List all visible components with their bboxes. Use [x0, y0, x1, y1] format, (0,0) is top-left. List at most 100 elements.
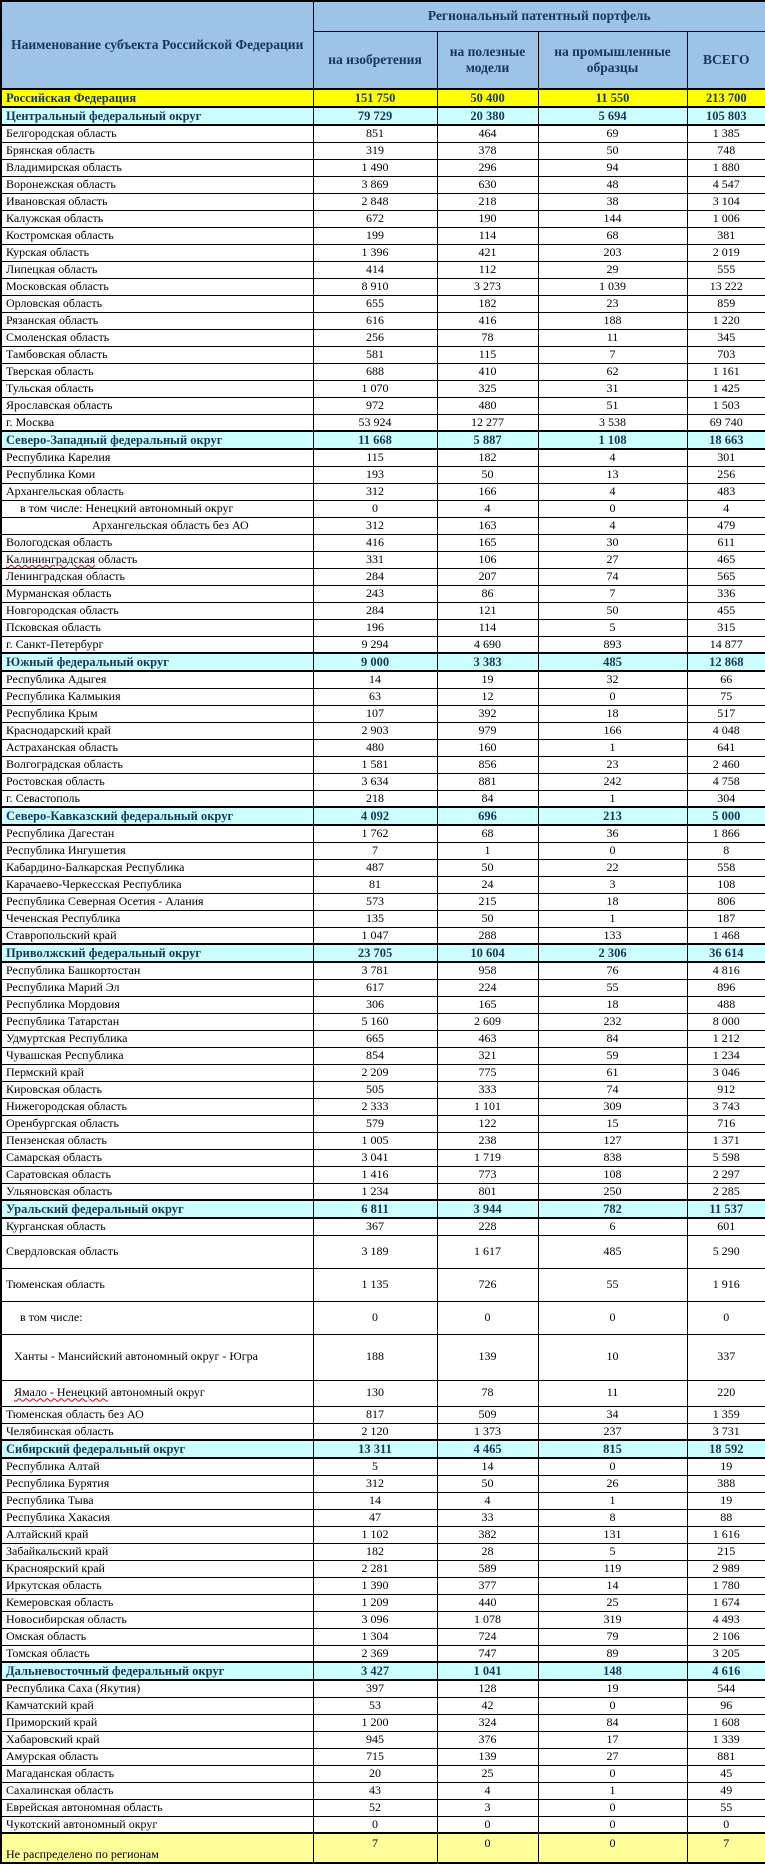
value-cell-industrial-designs: 0 — [537, 1696, 688, 1715]
value-cell-inventions: 0 — [312, 499, 438, 518]
value-cell-total: 36 614 — [686, 943, 765, 963]
value-cell-utility-models: 979 — [436, 721, 539, 740]
value-cell-industrial-designs: 213 — [537, 806, 688, 826]
value-cell-industrial-designs: 55 — [537, 978, 688, 997]
value-cell-industrial-designs: 74 — [537, 1080, 688, 1099]
region-name-cell: Хабаровский край — [0, 1730, 314, 1749]
region-name-cell: Костромская область — [0, 226, 314, 245]
value-cell-utility-models: 50 — [436, 858, 539, 877]
value-cell-inventions: 3 096 — [312, 1610, 438, 1629]
value-cell-utility-models: 106 — [436, 550, 539, 569]
region-name-cell: Чукотский автономный округ — [0, 1815, 314, 1834]
value-cell-industrial-designs: 10 — [537, 1333, 688, 1381]
value-cell-utility-models: 421 — [436, 243, 539, 262]
region-name-cell: Кемеровская область — [0, 1593, 314, 1612]
value-cell-industrial-designs: 131 — [537, 1525, 688, 1544]
value-cell-utility-models: 207 — [436, 567, 539, 586]
value-cell-inventions: 1 047 — [312, 926, 438, 945]
value-cell-industrial-designs: 68 — [537, 226, 688, 245]
value-cell-total: 483 — [686, 482, 765, 501]
value-cell-total: 13 222 — [686, 277, 765, 296]
value-cell-utility-models: 10 604 — [436, 943, 539, 963]
value-cell-total: 4 048 — [686, 721, 765, 740]
value-cell-total: 301 — [686, 448, 765, 467]
value-cell-total: 336 — [686, 584, 765, 603]
value-cell-industrial-designs: 17 — [537, 1730, 688, 1749]
table-row: Республика Марий Эл 617 224 55 896 — [0, 978, 765, 997]
region-name-cell: Воронежская область — [0, 175, 314, 194]
region-name-cell: Московская область — [0, 277, 314, 296]
spellcheck-underline: Ямало - Ненецкий — [14, 1385, 108, 1400]
value-cell-utility-models: 121 — [436, 601, 539, 620]
region-name-cell: Республика Адыгея — [0, 670, 314, 689]
value-cell-inventions: 672 — [312, 209, 438, 228]
table-row: Красноярский край 2 281 589 119 2 989 — [0, 1559, 765, 1578]
table-header: Наименование субъекта Российской Федерац… — [0, 0, 765, 90]
region-name-cell: Ханты - Мансийский автономный округ - Юг… — [0, 1333, 314, 1381]
spellcheck-underline: Калининградская — [6, 551, 96, 566]
value-cell-inventions: 1 102 — [312, 1525, 438, 1544]
table-row: Российская Федерация 151 750 50 400 11 5… — [0, 88, 765, 108]
value-cell-utility-models: 775 — [436, 1063, 539, 1082]
region-name-cell: Ярославская область — [0, 396, 314, 415]
region-name-cell: Северо-Кавказский федеральный округ — [0, 806, 314, 826]
value-cell-total: 5 598 — [686, 1148, 765, 1167]
region-name-cell: Псковская область — [0, 618, 314, 637]
value-cell-industrial-designs: 19 — [537, 1679, 688, 1698]
value-cell-inventions: 79 729 — [312, 106, 438, 126]
value-cell-utility-models: 0 — [436, 1300, 539, 1335]
value-cell-total: 12 868 — [686, 652, 765, 672]
region-name-cell: Вологодская область — [0, 533, 314, 552]
value-cell-industrial-designs: 203 — [537, 243, 688, 262]
value-cell-utility-models: 238 — [436, 1131, 539, 1150]
value-cell-industrial-designs: 7 — [537, 345, 688, 364]
region-name-cell: Самарская область — [0, 1148, 314, 1167]
region-name-cell: Дальневосточный федеральный округ — [0, 1661, 314, 1681]
value-cell-utility-models: 114 — [436, 226, 539, 245]
value-cell-industrial-designs: 55 — [537, 1267, 688, 1302]
table-row: Смоленская область 256 78 11 345 — [0, 328, 765, 347]
region-name-cell: Смоленская область — [0, 328, 314, 347]
value-cell-utility-models: 377 — [436, 1576, 539, 1595]
value-cell-industrial-designs: 62 — [537, 362, 688, 381]
table-row: Центральный федеральный округ 79 729 20 … — [0, 106, 765, 126]
value-cell-inventions: 1 490 — [312, 158, 438, 177]
region-name-cell: Ростовская область — [0, 772, 314, 791]
value-cell-inventions: 715 — [312, 1747, 438, 1766]
value-cell-industrial-designs: 69 — [537, 124, 688, 143]
region-name-cell: Калужская область — [0, 209, 314, 228]
value-cell-industrial-designs: 0 — [537, 687, 688, 706]
table-row: Тамбовская область 581 115 7 703 — [0, 345, 765, 364]
value-cell-industrial-designs: 18 — [537, 995, 688, 1014]
value-cell-total: 3 731 — [686, 1422, 765, 1441]
value-cell-utility-models: 3 383 — [436, 652, 539, 672]
value-cell-utility-models: 463 — [436, 1029, 539, 1048]
value-cell-total: 1 866 — [686, 824, 765, 843]
table-row: Пензенская область 1 005 238 127 1 371 — [0, 1131, 765, 1150]
value-cell-inventions: 5 — [312, 1457, 438, 1476]
region-name-cell: Южный федеральный округ — [0, 652, 314, 672]
value-cell-total: 4 493 — [686, 1610, 765, 1629]
value-cell-industrial-designs: 1 — [537, 789, 688, 808]
value-cell-utility-models: 182 — [436, 294, 539, 313]
value-cell-total: 4 758 — [686, 772, 765, 791]
value-cell-industrial-designs: 144 — [537, 209, 688, 228]
value-cell-inventions: 319 — [312, 141, 438, 160]
value-cell-inventions: 14 — [312, 1491, 438, 1510]
value-cell-inventions: 579 — [312, 1114, 438, 1133]
region-name-cell: Сибирский федеральный округ — [0, 1439, 314, 1459]
value-cell-inventions: 7 — [312, 841, 438, 860]
value-cell-total: 1 371 — [686, 1131, 765, 1150]
table-row: Ивановская область 2 848 218 38 3 104 — [0, 192, 765, 211]
region-name-cell: в том числе: — [0, 1300, 314, 1335]
table-row: Орловская область 655 182 23 859 — [0, 294, 765, 313]
value-cell-utility-models: 12 — [436, 687, 539, 706]
table-row: Оренбургская область 579 122 15 716 — [0, 1114, 765, 1133]
region-name-cell: Республика Дагестан — [0, 824, 314, 843]
value-cell-utility-models: 1 719 — [436, 1148, 539, 1167]
value-cell-total: 1 006 — [686, 209, 765, 228]
value-cell-utility-models: 288 — [436, 926, 539, 945]
region-name-cell: Курганская область — [0, 1217, 314, 1236]
value-cell-inventions: 416 — [312, 533, 438, 552]
value-cell-utility-models: 163 — [436, 516, 539, 535]
